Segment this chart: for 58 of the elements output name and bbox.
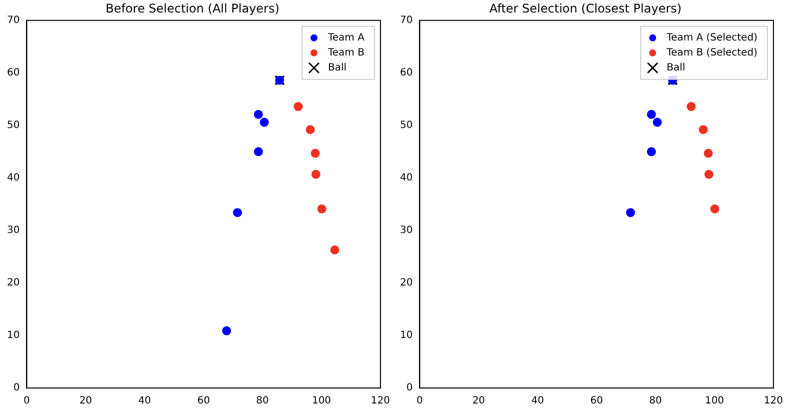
x-tick-label: 0	[24, 396, 30, 407]
point	[646, 147, 656, 156]
x-tick-label: 20	[472, 396, 486, 407]
legend-label: Team B	[326, 47, 365, 58]
y-tick-label: 20	[6, 278, 20, 289]
point	[222, 326, 232, 336]
x-tick-label: 80	[649, 396, 662, 407]
y-tick-label: 20	[400, 278, 413, 289]
x-tick-label: 0	[416, 396, 423, 407]
legend-label: Team A (Selected)	[666, 32, 758, 44]
point	[330, 245, 340, 254]
point	[704, 148, 713, 158]
x-tick-label: 80	[256, 396, 269, 407]
x-tick-label: 20	[79, 396, 92, 407]
x-tick-label: 120	[370, 396, 390, 407]
legend-label: Ball	[328, 62, 347, 74]
x-tick-label: 100	[704, 396, 724, 407]
y-tick-label: 60	[400, 68, 413, 79]
chart-title: After Selection (Closest Players)	[489, 1, 682, 16]
x-tick-label: 60	[590, 396, 603, 407]
point	[652, 118, 662, 127]
point	[698, 125, 708, 134]
y-tick-label: 70	[6, 14, 20, 26]
legend-label: Team A	[326, 32, 365, 44]
y-tick-label: 10	[6, 330, 20, 342]
point	[260, 118, 269, 127]
y-tick-label: 0	[13, 382, 20, 394]
x-tick-label: 100	[312, 396, 332, 407]
point	[317, 204, 326, 214]
point	[306, 125, 315, 134]
y-tick-label: 40	[6, 172, 20, 184]
point	[311, 170, 320, 179]
y-tick-label: 70	[400, 14, 413, 26]
point	[626, 208, 635, 218]
legend-label: Team B (Selected)	[666, 47, 758, 58]
point	[254, 147, 263, 156]
point	[686, 102, 696, 112]
point	[232, 208, 242, 218]
y-tick-label: 50	[6, 120, 20, 132]
y-tick-label: 50	[400, 120, 413, 132]
y-tick-label: 40	[400, 172, 413, 184]
point	[294, 102, 303, 112]
x-tick-label: 120	[764, 396, 784, 407]
point	[646, 110, 656, 119]
x-tick-label: 60	[197, 396, 210, 407]
chart-title: Before Selection (All Players)	[106, 1, 280, 16]
y-tick-label: 60	[6, 68, 20, 79]
point	[710, 204, 720, 214]
legend-label: Ball	[666, 62, 686, 74]
y-tick-label: 30	[400, 225, 413, 236]
point	[704, 170, 714, 179]
point	[254, 110, 263, 119]
x-tick-label: 40	[138, 396, 151, 407]
x-tick-label: 40	[531, 396, 544, 407]
point	[310, 148, 320, 158]
y-tick-label: 0	[406, 382, 413, 394]
y-tick-label: 30	[6, 225, 20, 236]
y-tick-label: 10	[400, 330, 413, 342]
